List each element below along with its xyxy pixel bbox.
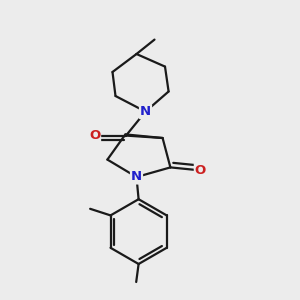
Text: N: N — [131, 170, 142, 184]
Text: O: O — [89, 129, 100, 142]
Text: N: N — [140, 105, 151, 118]
Text: O: O — [195, 164, 206, 177]
